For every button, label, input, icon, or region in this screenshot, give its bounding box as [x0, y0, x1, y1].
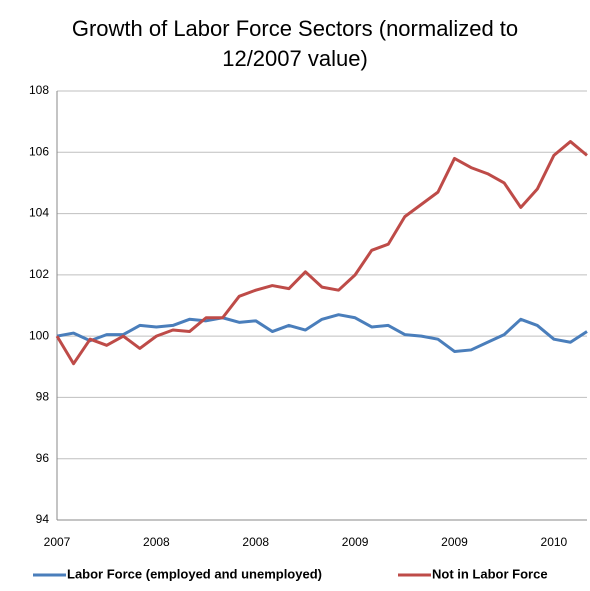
x-tick-label: 2007: [44, 535, 71, 549]
y-tick-label: 96: [36, 451, 50, 465]
series-line: [56, 313, 588, 353]
x-tick-label: 2009: [441, 535, 468, 549]
x-tick-label: 2008: [242, 535, 269, 549]
y-tick-label: 106: [29, 144, 49, 158]
y-tick-label: 100: [29, 328, 49, 342]
y-tick-label: 108: [29, 83, 49, 97]
y-tick-label: 94: [36, 512, 50, 526]
x-tick-label: 2009: [342, 535, 369, 549]
chart-title: Growth of Labor Force Sectors (normalize…: [71, 16, 519, 71]
y-tick-label: 98: [36, 390, 50, 404]
legend-label: Not in Labor Force: [432, 566, 548, 581]
series-line: [55, 140, 588, 366]
legend-label: Labor Force (employed and unemployed): [67, 566, 322, 581]
x-tick-label: 2010: [541, 535, 568, 549]
x-tick-label: 2008: [143, 535, 170, 549]
y-tick-label: 102: [29, 267, 49, 281]
y-tick-label: 104: [29, 206, 49, 220]
